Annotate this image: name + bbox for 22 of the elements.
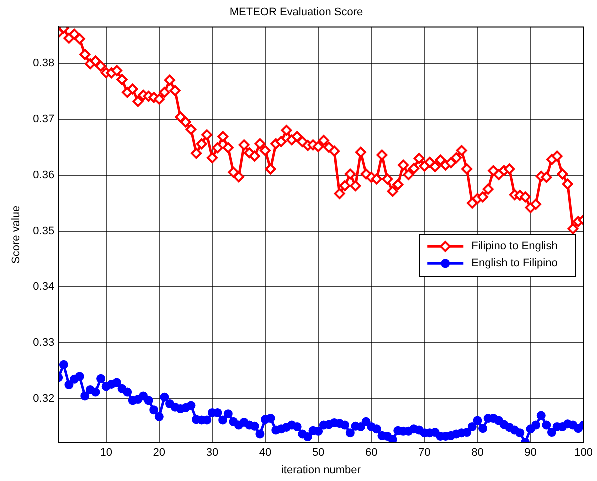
x-tick-label: 50 [312,447,325,460]
x-tick-label: 70 [418,447,431,460]
y-tick-label: 0.32 [33,393,55,406]
y-tick-label: 0.33 [33,337,55,350]
chart-title: METEOR Evaluation Score [230,6,364,19]
y-tick-label: 0.38 [33,58,55,70]
x-tick-label: 90 [524,447,537,460]
x-tick-label: 30 [206,447,219,460]
y-tick-label: 0.37 [33,113,55,126]
y-axis-title: Score value [10,206,23,264]
legend-label: Filipino to English [472,240,558,253]
legend-label: English to Filipino [472,258,558,270]
x-tick-label: 20 [153,447,166,460]
x-tick-label: 40 [259,447,272,460]
x-tick-label: 100 [574,447,594,460]
x-tick-label: 80 [472,447,484,460]
y-tick-label: 0.35 [33,225,55,238]
y-tick-label: 0.36 [33,169,55,182]
x-tick-label: 60 [365,447,378,460]
x-axis-title: iteration number [281,464,362,476]
x-tick-label: 10 [100,447,112,460]
y-tick-label: 0.34 [33,281,55,294]
